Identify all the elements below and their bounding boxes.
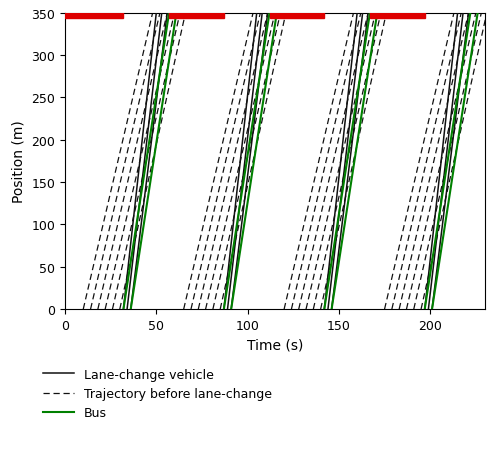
Legend: Lane-change vehicle, Trajectory before lane-change, Bus: Lane-change vehicle, Trajectory before l… bbox=[38, 363, 277, 425]
Bar bbox=[270, 9, 324, 19]
X-axis label: Time (s): Time (s) bbox=[247, 338, 303, 352]
Y-axis label: Position (m): Position (m) bbox=[12, 120, 26, 203]
Bar bbox=[169, 9, 224, 19]
Bar bbox=[370, 9, 424, 19]
Bar bbox=[65, 9, 124, 19]
